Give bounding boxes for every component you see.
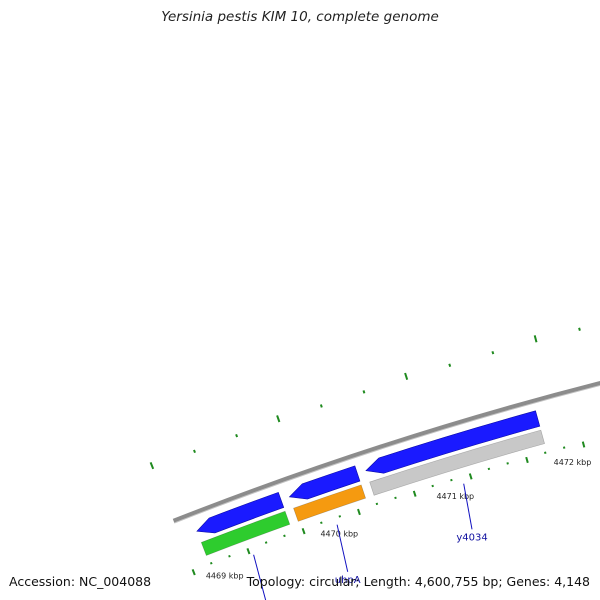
gc-mark [578,327,581,331]
tick-label: 4472 kbp [554,458,592,467]
gc-mark [362,390,366,394]
cds-arrow-y4032 [196,491,285,534]
gc-mark [319,404,323,408]
ruler-tick [581,441,586,448]
ruler-tick [338,515,342,518]
ruler-tick [301,527,306,535]
ruler-tick [412,490,417,497]
ruler-tick [544,451,547,454]
gene-features [196,410,545,556]
ruler-tick [246,548,251,555]
ruler-tick [375,502,379,506]
gene-label-y4034: y4034 [456,532,487,543]
cds-arrow-uhpA [288,465,361,500]
ruler-tick [283,534,286,538]
gc-mark [448,363,452,367]
topology-text: Topology: circular; Length: 4,600,755 bp… [246,574,590,589]
ruler-tick [209,561,213,565]
genome-backbone [172,381,600,524]
ruler-tick [264,541,268,544]
feature-band-y4034 [369,429,545,496]
gc-mark [404,372,409,380]
ruler-tick [357,508,361,516]
gc-mark [149,462,155,470]
ruler-tick [468,473,473,480]
leader-line-y4032 [253,554,267,600]
ruler-tick [525,456,529,464]
gc-mark [276,415,281,423]
gc-skew-marks [149,327,581,470]
ruler-tick [320,521,323,525]
leader-line-uhpA [336,524,349,572]
ruler-tick [228,554,231,558]
cds-arrow-y4034 [365,410,541,474]
feature-band-uhpA [293,484,366,522]
accession-text: Accession: NC_004088 [9,574,152,589]
gc-mark [193,449,196,454]
gc-mark [235,433,239,438]
tick-label: 4471 kbp [436,492,474,501]
ruler-tick [487,467,491,471]
backbone-arc [172,381,600,524]
ruler-tick [450,478,453,482]
ruler-tick [394,496,397,500]
tick-label: 4469 kbp [206,571,244,580]
gc-mark [533,335,538,343]
map-title: Yersinia pestis KIM 10, complete genome [161,9,439,25]
backbone-highlight [174,385,600,524]
ruler-tick [562,446,566,449]
ruler-tick [431,484,434,488]
feature-band-y4032 [200,510,291,556]
gene-labels: y4032uhpAy4034y4035proYhutHy4038 [253,483,488,600]
gene-label-uhpA: uhpA [335,575,361,586]
ruler-tick [191,569,196,576]
ruler-tick [506,462,509,465]
gc-mark [491,350,495,355]
leader-line-y4034 [463,483,473,530]
